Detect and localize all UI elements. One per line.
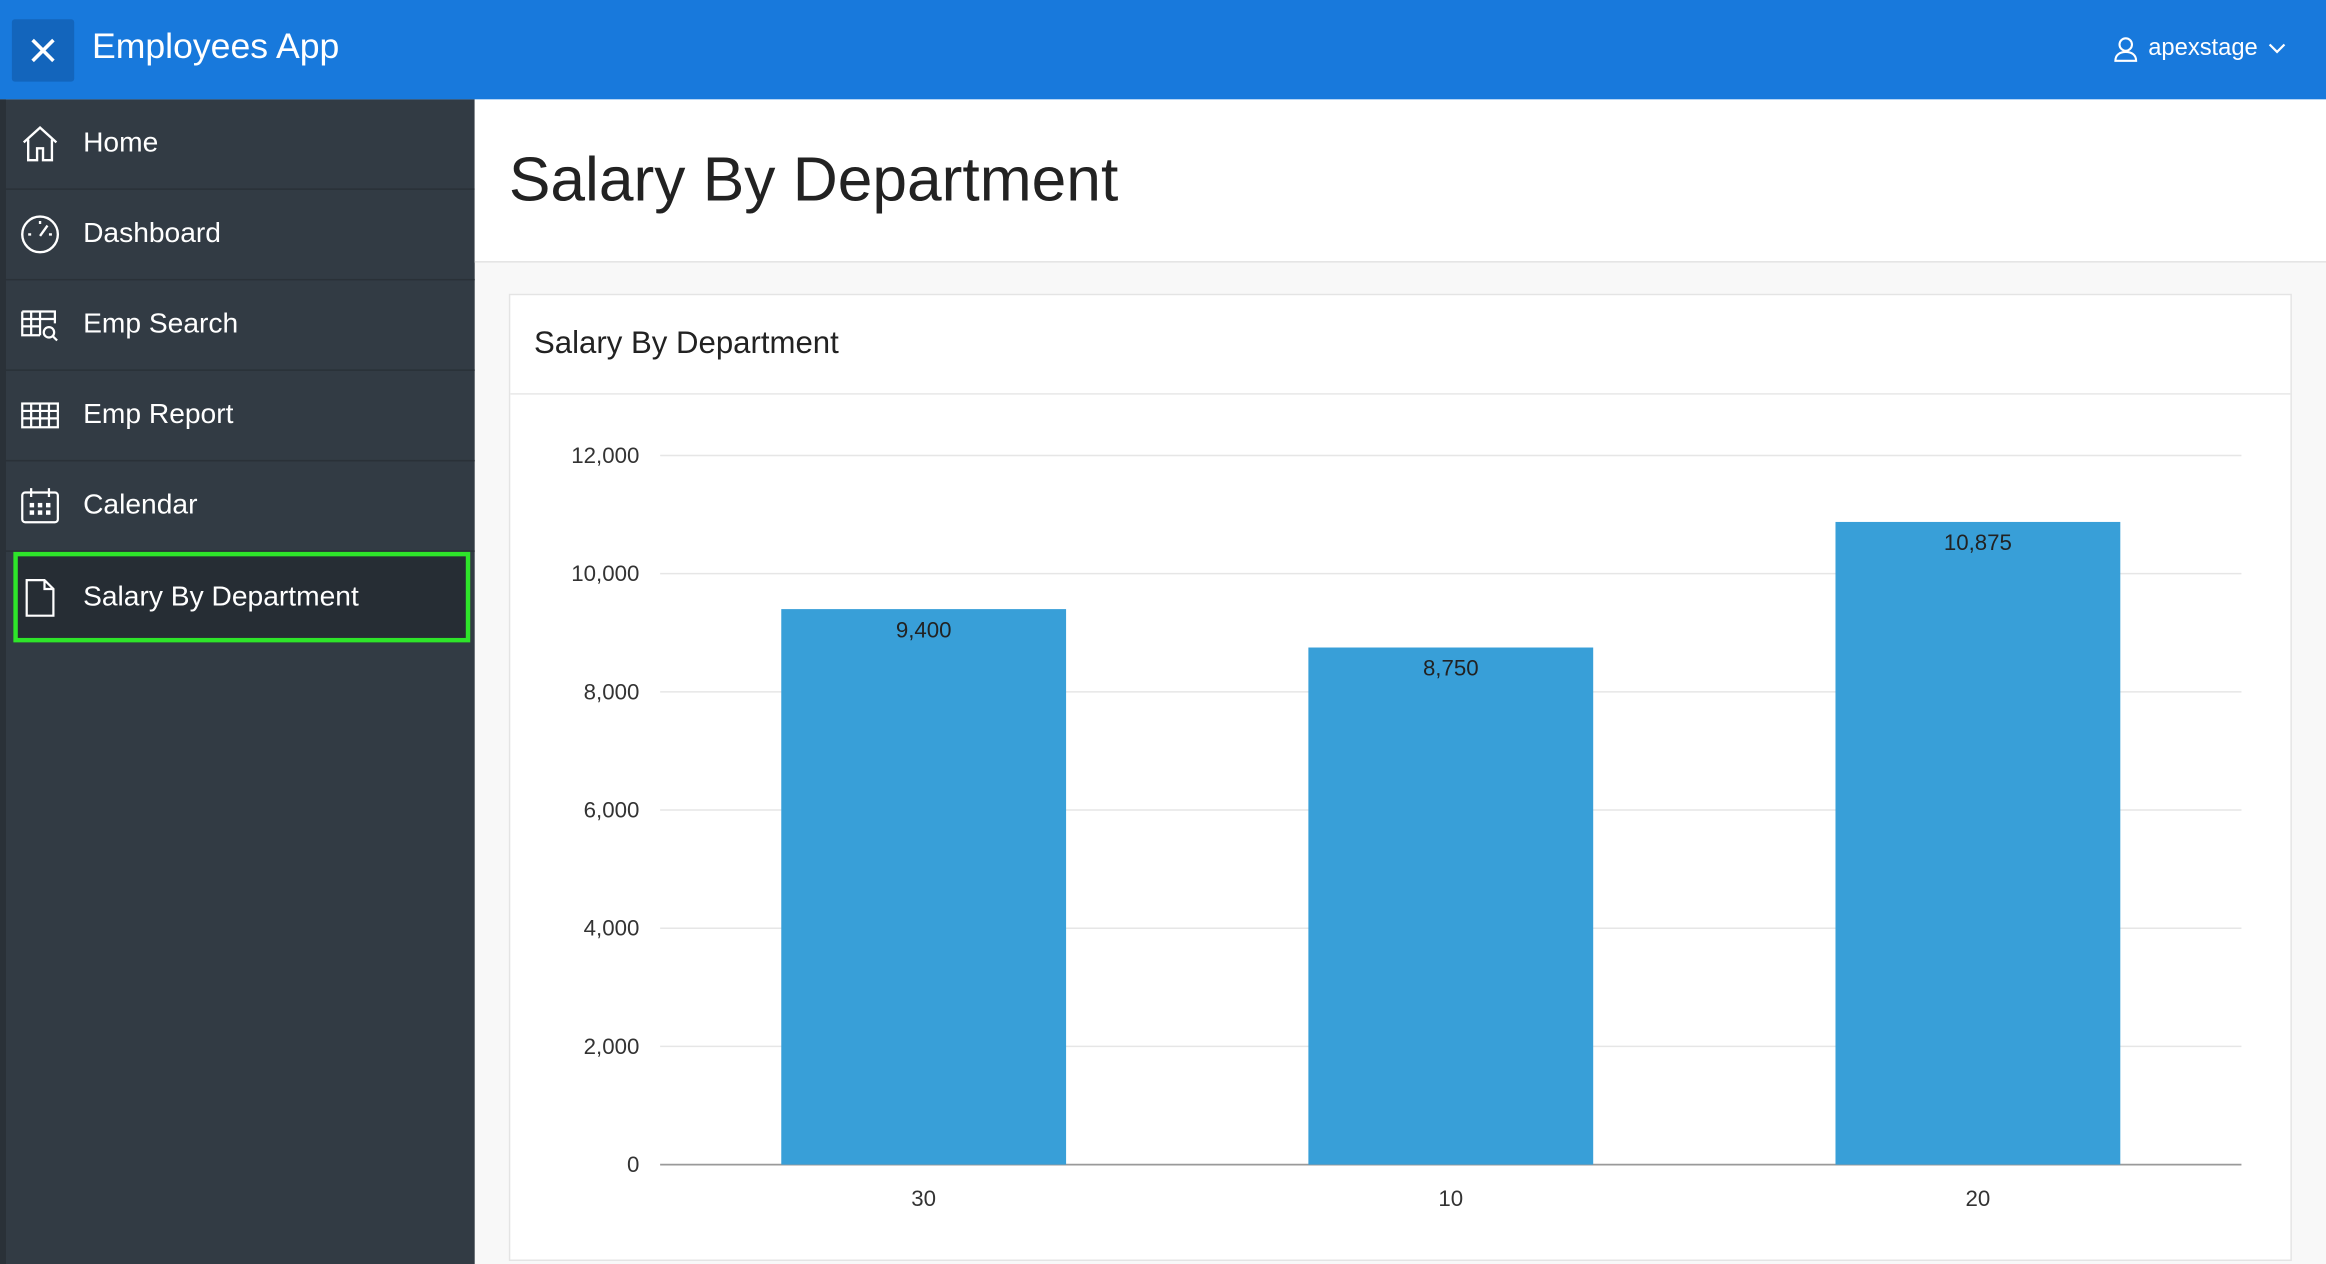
- chart-region-title: Salary By Department: [534, 326, 839, 361]
- dashboard-icon: [21, 215, 60, 254]
- calendar-icon: [21, 488, 59, 524]
- sidebar-item-label: Dashboard: [83, 218, 221, 250]
- x-tick-label: 30: [911, 1186, 936, 1211]
- y-tick-label: 8,000: [584, 679, 640, 704]
- table-search-icon: [21, 310, 58, 342]
- bar-value-label: 9,400: [896, 617, 952, 642]
- sidebar-item-label: Emp Report: [83, 399, 234, 431]
- user-menu[interactable]: apexstage: [2113, 36, 2288, 63]
- x-tick-label: 20: [1966, 1186, 1991, 1211]
- bar: [1308, 647, 1594, 1165]
- close-nav-button[interactable]: [11, 19, 75, 82]
- sidebar-item-salary-by-department[interactable]: Salary By Department: [13, 551, 471, 643]
- y-tick-label: 6,000: [584, 797, 640, 822]
- top-bar: Employees App apexstage: [0, 0, 2326, 100]
- y-tick-label: 0: [627, 1152, 639, 1177]
- y-tick-label: 2,000: [584, 1034, 640, 1059]
- y-tick-label: 12,000: [571, 443, 639, 468]
- sidebar-item-label: Salary By Department: [83, 580, 359, 612]
- sidebar-nav: Home Dashboard Emp Search Emp Report Cal…: [0, 99, 475, 1264]
- x-tick-label: 10: [1438, 1186, 1463, 1211]
- bar: [781, 609, 1067, 1165]
- close-icon: [31, 38, 55, 63]
- bar-chart: 0 2,000 4,000 6,000 8,000 10,000 12,000 9,400 30…: [571, 443, 2242, 1211]
- chart-region: Salary By Department 0 2,000 4,000 6,000 8,0…: [508, 293, 2292, 1262]
- page-title: Salary By Department: [508, 143, 1119, 214]
- bar-value-label: 8,750: [1423, 656, 1479, 681]
- chevron-down-icon: [2268, 43, 2286, 54]
- page-icon: [25, 578, 55, 617]
- app-title[interactable]: Employees App: [91, 26, 340, 67]
- bar: [1835, 521, 2121, 1165]
- sidebar-item-calendar[interactable]: Calendar: [5, 461, 475, 552]
- sidebar-item-label: Home: [83, 127, 159, 159]
- sidebar-item-label: Emp Search: [83, 308, 239, 340]
- sidebar-item-emp-report[interactable]: Emp Report: [5, 371, 475, 462]
- sidebar-item-home[interactable]: Home: [5, 99, 475, 190]
- username: apexstage: [2148, 35, 2258, 61]
- sidebar-item-emp-search[interactable]: Emp Search: [5, 280, 475, 371]
- chart-region-header: Salary By Department: [510, 295, 2291, 395]
- page-header: Salary By Department: [474, 99, 2326, 263]
- sidebar-item-dashboard[interactable]: Dashboard: [5, 190, 475, 281]
- sidebar-item-label: Calendar: [83, 489, 198, 521]
- bar-value-label: 10,875: [1944, 530, 2012, 555]
- y-tick-label: 10,000: [571, 561, 639, 586]
- y-tick-label: 4,000: [584, 916, 640, 941]
- home-icon: [22, 125, 58, 162]
- table-icon: [21, 402, 59, 429]
- user-icon: [2114, 37, 2138, 62]
